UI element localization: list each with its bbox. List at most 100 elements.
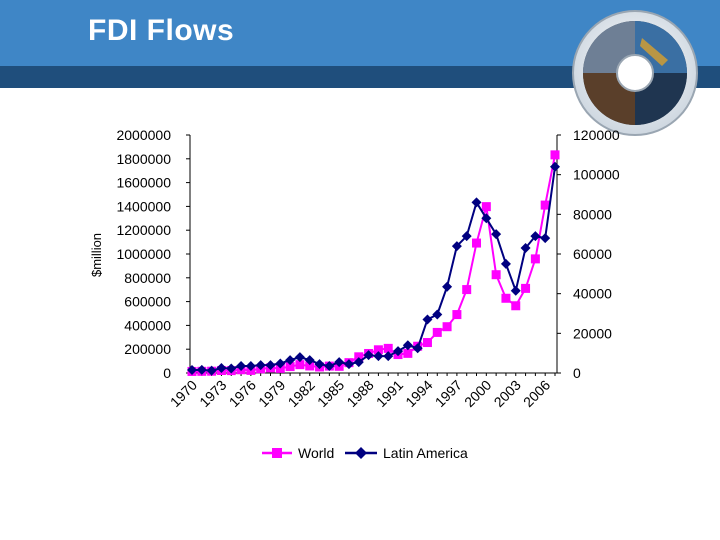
legend: World Latin America (262, 445, 468, 461)
series-world-point (452, 310, 462, 320)
x-tick-label: 1988 (343, 377, 376, 410)
series-latin-america-point (334, 357, 345, 368)
series-world-point (530, 254, 540, 264)
x-tick-label: 2000 (461, 377, 494, 410)
slide-title: FDI Flows (88, 14, 235, 47)
y-left-tick-label: 2000000 (116, 127, 171, 143)
x-tick-label: 1982 (285, 377, 318, 410)
series-latin-america-point (383, 351, 394, 362)
logo-emblem (572, 10, 698, 136)
series-latin-america-point (471, 197, 482, 208)
x-tick-label: 2006 (520, 377, 553, 410)
y-left-tick-label: 1400000 (116, 198, 171, 214)
y-right-tick-label: 20000 (573, 325, 612, 341)
series-latin-america-point (393, 346, 404, 357)
y-right-tick-label: 120000 (573, 127, 620, 143)
series-latin-america-point (206, 365, 217, 376)
x-tick-label: 2003 (491, 377, 524, 410)
series-latin-america-point (226, 363, 237, 374)
series-latin-america-point (461, 231, 472, 242)
series-world-point (305, 361, 315, 371)
x-axis-ticks: 1970197319761979198219851988199119941997… (167, 373, 556, 410)
legend-world-label: World (298, 445, 334, 461)
y-left-tick-label: 400000 (124, 317, 171, 333)
series-world-point (442, 322, 452, 332)
series-latin-america-point (294, 352, 305, 363)
x-tick-label: 1997 (432, 377, 465, 410)
series-layer (187, 150, 560, 376)
series-latin-america-point (363, 350, 374, 361)
y-left-tick-label: 200000 (124, 341, 171, 357)
x-tick-label: 1976 (226, 377, 259, 410)
series-latin-america-point (530, 231, 541, 242)
y-left-tick-label: 1800000 (116, 151, 171, 167)
y-axis-left-ticks: 2000000180000016000001400000120000010000… (116, 127, 190, 381)
series-world-point (373, 345, 383, 355)
legend-world-marker (272, 448, 282, 458)
series-latin-america-point (275, 358, 286, 369)
x-tick-label: 1985 (314, 377, 347, 410)
y-right-tick-label: 60000 (573, 246, 612, 262)
series-latin-america-point (520, 243, 531, 254)
series-world-point (403, 348, 413, 358)
series-latin-america-point (442, 281, 453, 292)
series-latin-america-point (500, 258, 511, 269)
series-world-point (432, 327, 442, 337)
series-latin-america-point (353, 357, 364, 368)
x-tick-label: 1991 (373, 377, 406, 410)
series-latin-america-point (373, 351, 384, 362)
x-tick-label: 1973 (196, 377, 229, 410)
y-left-tick-label: 600000 (124, 294, 171, 310)
series-latin-america-point (324, 361, 335, 372)
series-latin-america-point (314, 359, 325, 370)
series-latin-america-point (245, 361, 256, 372)
series-latin-america-point (265, 360, 276, 371)
series-latin-america-point (343, 359, 354, 370)
legend-latin-america-label: Latin America (383, 445, 468, 461)
y-left-tick-label: 800000 (124, 270, 171, 286)
series-latin-america-point (510, 285, 521, 296)
series-world-point (540, 200, 550, 210)
series-world-point (481, 202, 491, 212)
series-world-point (521, 283, 531, 293)
series-world-point (285, 362, 295, 372)
series-latin-america-point (236, 361, 247, 372)
series-latin-america-point (491, 229, 502, 240)
y-left-tick-label: 1200000 (116, 222, 171, 238)
series-latin-america-point (187, 365, 197, 376)
y-right-tick-label: 80000 (573, 206, 612, 222)
y-left-tick-label: 1600000 (116, 175, 171, 191)
series-world-line (191, 154, 556, 373)
y-left-tick-label: 1000000 (116, 246, 171, 262)
series-latin-america-line (191, 166, 556, 372)
y-right-tick-label: 40000 (573, 286, 612, 302)
series-world-point (491, 270, 501, 280)
series-world-point (462, 285, 472, 295)
series-latin-america-point (550, 161, 560, 172)
y-axis-right-ticks: 120000 100000 80000 60000 40000 20000 0 (557, 127, 620, 381)
title-bar-band (0, 66, 720, 88)
x-tick-label: 1970 (167, 377, 200, 410)
series-latin-america-point (432, 309, 443, 320)
series-world-point (472, 238, 482, 248)
series-latin-america-point (285, 355, 296, 366)
series-latin-america-point (304, 355, 315, 366)
x-tick-label: 1994 (402, 377, 435, 410)
series-latin-america-point (255, 360, 266, 371)
y-axis-title: $million (89, 233, 104, 277)
series-latin-america-point (481, 213, 492, 224)
series-latin-america-point (216, 363, 227, 374)
legend-latin-america-marker (355, 447, 367, 459)
series-world-point (354, 352, 364, 362)
series-world-point (550, 150, 560, 160)
series-latin-america-point (451, 241, 462, 252)
series-world-point (422, 338, 432, 348)
series-world-point (383, 343, 393, 353)
y-left-tick-label: 0 (163, 365, 171, 381)
x-tick-label: 1979 (255, 377, 288, 410)
series-latin-america-point (196, 364, 207, 375)
series-world-point (511, 301, 521, 311)
series-latin-america-point (422, 314, 433, 325)
series-latin-america-point (540, 233, 551, 244)
